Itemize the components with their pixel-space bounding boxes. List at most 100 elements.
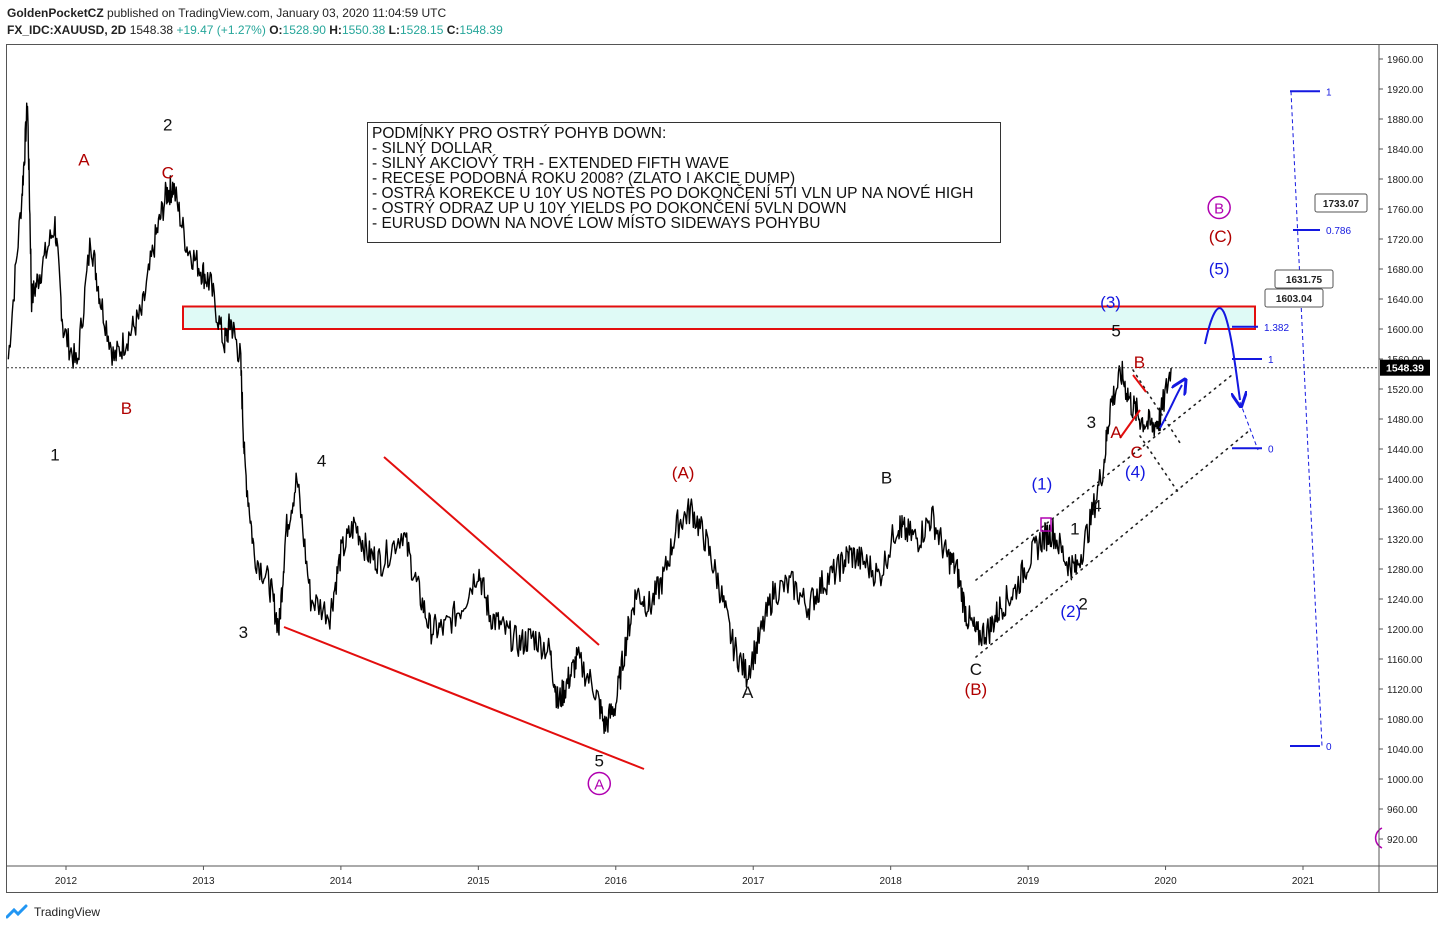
publish-info: GoldenPocketCZ published on TradingView.… bbox=[7, 6, 446, 20]
y-tick-label: 1440.00 bbox=[1387, 445, 1424, 456]
wave-label-red: (C) bbox=[1209, 227, 1233, 246]
mini-channel-line[interactable] bbox=[1132, 369, 1183, 447]
price-line[interactable] bbox=[7, 102, 1172, 734]
resistance-zone[interactable] bbox=[182, 305, 1256, 330]
wave-label-black: 1 bbox=[1070, 520, 1079, 539]
wave-label-black: 2 bbox=[1078, 595, 1087, 614]
channel-upper-line[interactable] bbox=[975, 374, 1233, 581]
wedge-lower-line[interactable] bbox=[283, 626, 645, 770]
wave-label-blue: (2) bbox=[1060, 602, 1081, 621]
close-label: C: bbox=[446, 23, 460, 37]
x-tick-label: 2019 bbox=[1017, 876, 1040, 887]
wave-label-black: 4 bbox=[317, 451, 326, 470]
channel-lower-line[interactable] bbox=[975, 429, 1251, 658]
wave-label-blue: (4) bbox=[1125, 463, 1146, 482]
y-tick-label: 1200.00 bbox=[1387, 625, 1424, 636]
y-tick-label: 1880.00 bbox=[1387, 115, 1424, 126]
y-tick-label: 1160.00 bbox=[1387, 655, 1423, 666]
wave-label-red: C bbox=[1131, 443, 1143, 462]
magenta-circle-partial bbox=[1374, 827, 1383, 849]
notes-line: - EURUSD DOWN NA NOVÉ LOW MÍSTO SIDEWAYS… bbox=[372, 215, 821, 232]
wave-label-magenta: B bbox=[1214, 201, 1224, 218]
symbol-label[interactable]: FX_IDC:XAUUSD, 2D bbox=[7, 23, 127, 37]
open-value: 1528.90 bbox=[282, 23, 326, 37]
wave-label-black: 3 bbox=[239, 623, 248, 642]
price-callout-label: 1631.75 bbox=[1286, 275, 1323, 286]
magenta-marker bbox=[1040, 517, 1052, 532]
y-tick-label: 1600.00 bbox=[1387, 325, 1424, 336]
high-label: H: bbox=[329, 23, 342, 37]
wave-label-black: A bbox=[742, 683, 754, 702]
y-tick-label: 920.00 bbox=[1387, 835, 1418, 846]
projection-arrow-up[interactable] bbox=[1159, 385, 1182, 429]
wave-label-black: 2 bbox=[163, 115, 172, 134]
wave-label-blue: (3) bbox=[1100, 293, 1121, 312]
price-callout-label: 1733.07 bbox=[1323, 199, 1360, 210]
wave-label-black: 4 bbox=[1092, 496, 1101, 515]
symbol-info: FX_IDC:XAUUSD, 2D 1548.38 +19.47 (+1.27%… bbox=[7, 23, 503, 37]
y-tick-label: 1520.00 bbox=[1387, 385, 1424, 396]
current-price-tag[interactable] bbox=[1380, 359, 1430, 376]
wedge-upper-line[interactable] bbox=[383, 456, 600, 646]
y-tick-label: 1280.00 bbox=[1387, 565, 1424, 576]
current-price-tag-label: 1548.39 bbox=[1386, 363, 1424, 375]
wave-label-blue: (1) bbox=[1031, 475, 1052, 494]
low-value: 1528.15 bbox=[400, 23, 444, 37]
footer-brand[interactable]: TradingView bbox=[34, 905, 101, 919]
y-tick-label: 1240.00 bbox=[1387, 595, 1424, 606]
wave-label-blue: (5) bbox=[1209, 259, 1230, 278]
y-tick-label: 1000.00 bbox=[1387, 775, 1424, 786]
open-label: O: bbox=[269, 23, 283, 37]
wave-label-black: B bbox=[881, 469, 892, 488]
notes-line: PODMÍNKY PRO OSTRÝ POHYB DOWN: bbox=[372, 125, 667, 142]
y-tick-label: 1840.00 bbox=[1387, 145, 1424, 156]
notes-line: - OSTRÝ ODRAZ UP U 10Y YIELDS PO DOKONČE… bbox=[372, 200, 847, 217]
y-tick-label: 1360.00 bbox=[1387, 505, 1424, 516]
x-tick-label: 2021 bbox=[1292, 876, 1315, 887]
fib-dashed-line bbox=[1290, 91, 1323, 747]
fib-level-label: 1 bbox=[1326, 87, 1332, 98]
last-price: 1548.38 bbox=[129, 23, 174, 37]
wave-a-leg bbox=[1119, 409, 1141, 439]
wave-label-red: A bbox=[1110, 423, 1122, 442]
price-callout[interactable] bbox=[1264, 288, 1324, 308]
x-tick-label: 2016 bbox=[605, 876, 628, 887]
wave-label-circle bbox=[587, 771, 612, 796]
wave-label-red: (A) bbox=[672, 463, 695, 482]
price-callout[interactable] bbox=[1314, 193, 1368, 213]
wave-label-magenta: A bbox=[594, 777, 604, 794]
notes-line: - SILNÝ DOLLAR bbox=[372, 140, 493, 157]
wave-label-red: (B) bbox=[965, 680, 988, 699]
y-tick-label: 960.00 bbox=[1387, 805, 1418, 816]
y-tick-label: 1120.00 bbox=[1387, 685, 1423, 696]
wave-label-red: B bbox=[1134, 353, 1145, 372]
chart-frame[interactable] bbox=[6, 44, 1438, 893]
projection-arrow-top[interactable] bbox=[1204, 307, 1240, 400]
wave-label-red: C bbox=[162, 163, 174, 182]
y-tick-label: 1080.00 bbox=[1387, 715, 1424, 726]
tradingview-logo-icon[interactable] bbox=[6, 904, 30, 920]
fib-level-label: 0 bbox=[1326, 742, 1332, 753]
notes-line: - OSTRÁ KOREKCE U 10Y US NOTES PO DOKONČ… bbox=[372, 185, 974, 202]
y-tick-label: 1680.00 bbox=[1387, 265, 1424, 276]
wave-label-circle bbox=[1207, 195, 1231, 220]
y-tick-label: 1320.00 bbox=[1387, 535, 1424, 546]
mini-channel-line-2[interactable] bbox=[1139, 435, 1179, 493]
author-name[interactable]: GoldenPocketCZ bbox=[7, 6, 104, 20]
price-callout[interactable] bbox=[1274, 269, 1334, 289]
chart-header: GoldenPocketCZ published on TradingView.… bbox=[0, 0, 1443, 44]
y-tick-label: 1640.00 bbox=[1387, 295, 1424, 306]
notes-box[interactable]: PODMÍNKY PRO OSTRÝ POHYB DOWN: - SILNÝ D… bbox=[367, 122, 1001, 243]
fib-level-label: 1.382 bbox=[1264, 323, 1289, 334]
x-tick-label: 2012 bbox=[55, 876, 78, 887]
y-tick-label: 1400.00 bbox=[1387, 475, 1424, 486]
published-text: published on TradingView.com, January 03… bbox=[107, 6, 447, 20]
x-tick-label: 2015 bbox=[467, 876, 490, 887]
low-label: L: bbox=[388, 23, 400, 37]
price-change: +19.47 (+1.27%) bbox=[176, 23, 266, 37]
high-value: 1550.38 bbox=[341, 23, 386, 37]
x-tick-label: 2020 bbox=[1154, 876, 1177, 887]
x-tick-label: 2018 bbox=[880, 876, 903, 887]
wave-label-red: A bbox=[78, 151, 90, 170]
